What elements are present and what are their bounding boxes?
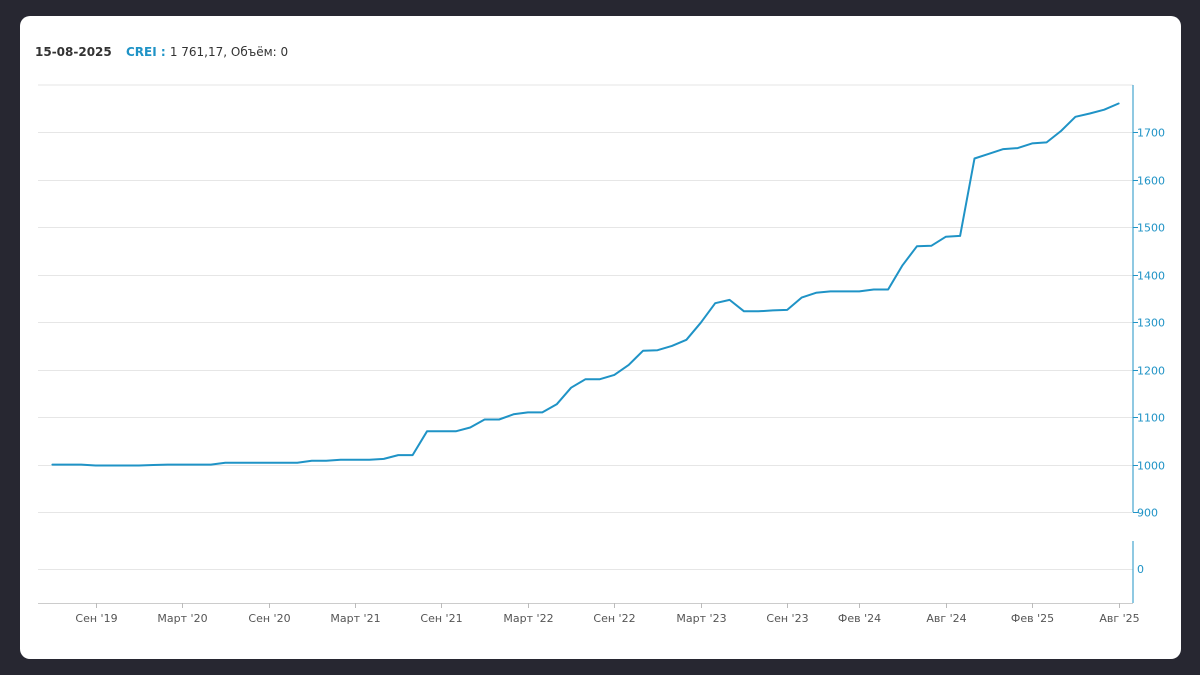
x-tick-label: Сен '22 — [593, 612, 635, 625]
series-group — [51, 102, 1120, 467]
date-label: 15-08-2025 — [35, 45, 112, 59]
y-tick-label: 900 — [1137, 507, 1158, 520]
value-text: 1 761,17, Объём: 0 — [169, 45, 289, 59]
volume-axis: 0 — [1132, 541, 1144, 603]
x-tick-label: Сен '19 — [75, 612, 117, 625]
x-tick-label: Сен '20 — [248, 612, 290, 625]
x-tick-label: Март '20 — [157, 612, 207, 625]
y-tick-label: 1200 — [1137, 365, 1165, 378]
y-tick-label: 1700 — [1137, 127, 1165, 140]
x-tick-label: Фев '25 — [1011, 612, 1054, 625]
y-tick-label: 1300 — [1137, 317, 1165, 330]
y-tick-label: 1600 — [1137, 175, 1165, 188]
ticker-label: CREI : — [125, 45, 166, 59]
y-tick-label: 1500 — [1137, 222, 1165, 235]
x-tick-label: Март '22 — [503, 612, 553, 625]
series-line — [51, 102, 1120, 467]
y-tick-label: 1000 — [1137, 460, 1165, 473]
grid-lines — [38, 84, 1133, 570]
chart-info-line: 15-08-2025 CREI : 1 761,17, Объём: 0 — [35, 45, 288, 59]
x-tick-label: Март '23 — [676, 612, 726, 625]
x-tick-label: Март '21 — [330, 612, 380, 625]
x-tick-label: Авг '24 — [926, 612, 966, 625]
x-axis: Сен '19 Март '20 Сен '20 Март '21 Сен '21 Мар… — [38, 603, 1140, 625]
x-tick-label: Фев '24 — [838, 612, 881, 625]
volume-tick-label: 0 — [1137, 563, 1144, 576]
chart-card: 15-08-2025 CREI : 1 761,17, Объём: 0 900… — [20, 16, 1181, 659]
x-tick-label: Сен '23 — [766, 612, 808, 625]
x-tick-label: Сен '21 — [420, 612, 462, 625]
y-tick-label: 1400 — [1137, 270, 1165, 283]
x-tick-label: Авг '25 — [1099, 612, 1139, 625]
y-axis: 900 1000 1100 1200 1300 1400 1500 1600 1700 — [1132, 85, 1165, 520]
y-tick-label: 1100 — [1137, 412, 1165, 425]
price-chart[interactable]: 900 1000 1100 1200 1300 1400 1500 1600 1700 0 Се… — [20, 16, 1181, 659]
